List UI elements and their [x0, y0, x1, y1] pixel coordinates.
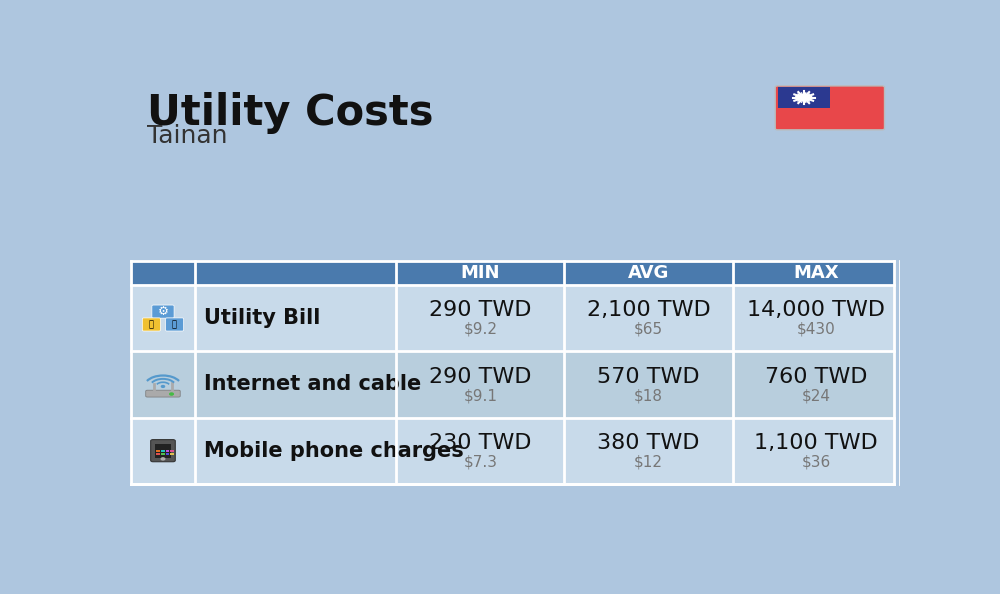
Bar [170, 450, 174, 452]
Bar [161, 453, 165, 456]
Bar [166, 453, 169, 456]
Text: 290 TWD: 290 TWD [429, 366, 532, 387]
Text: $65: $65 [634, 322, 663, 337]
Text: 2,100 TWD: 2,100 TWD [587, 300, 710, 320]
FancyBboxPatch shape [151, 440, 175, 462]
Text: $430: $430 [797, 322, 836, 337]
Text: 🚿: 🚿 [172, 320, 177, 329]
Text: $18: $18 [634, 388, 663, 403]
Text: $7.3: $7.3 [463, 454, 497, 470]
Circle shape [799, 94, 809, 100]
Bar [131, 261, 894, 285]
Text: $9.1: $9.1 [463, 388, 497, 403]
Text: 570 TWD: 570 TWD [597, 366, 700, 387]
Text: AVG: AVG [628, 264, 669, 282]
Bar [156, 450, 160, 452]
FancyBboxPatch shape [146, 390, 180, 397]
Text: ⚙: ⚙ [157, 305, 168, 318]
Text: $24: $24 [802, 388, 831, 403]
Circle shape [170, 393, 173, 395]
FancyBboxPatch shape [166, 318, 184, 331]
Bar [131, 418, 894, 484]
Bar [131, 351, 894, 418]
Text: 760 TWD: 760 TWD [765, 366, 868, 387]
Text: 1,100 TWD: 1,100 TWD [754, 433, 878, 453]
Bar [155, 444, 171, 458]
FancyBboxPatch shape [152, 305, 174, 318]
Text: 290 TWD: 290 TWD [429, 300, 532, 320]
Text: 14,000 TWD: 14,000 TWD [747, 300, 885, 320]
Bar [778, 87, 830, 108]
Text: $12: $12 [634, 454, 663, 470]
Text: Utility Bill: Utility Bill [204, 308, 320, 328]
Bar [166, 450, 169, 452]
Bar [156, 453, 160, 456]
Text: Internet and cable: Internet and cable [204, 374, 421, 394]
Circle shape [161, 386, 165, 387]
Text: MAX: MAX [793, 264, 839, 282]
Text: Tainan: Tainan [147, 124, 227, 148]
Text: Utility Costs: Utility Costs [147, 92, 433, 134]
Text: MIN: MIN [461, 264, 500, 282]
Circle shape [161, 458, 165, 460]
Text: $36: $36 [802, 454, 831, 470]
Text: 🔌: 🔌 [149, 320, 154, 329]
Text: $9.2: $9.2 [463, 322, 497, 337]
Text: 380 TWD: 380 TWD [597, 433, 700, 453]
FancyBboxPatch shape [775, 86, 885, 130]
Bar [170, 453, 174, 456]
Text: Mobile phone charges: Mobile phone charges [204, 441, 464, 461]
Bar [131, 285, 894, 351]
Bar [161, 450, 165, 452]
Text: 230 TWD: 230 TWD [429, 433, 532, 453]
FancyBboxPatch shape [142, 318, 160, 331]
